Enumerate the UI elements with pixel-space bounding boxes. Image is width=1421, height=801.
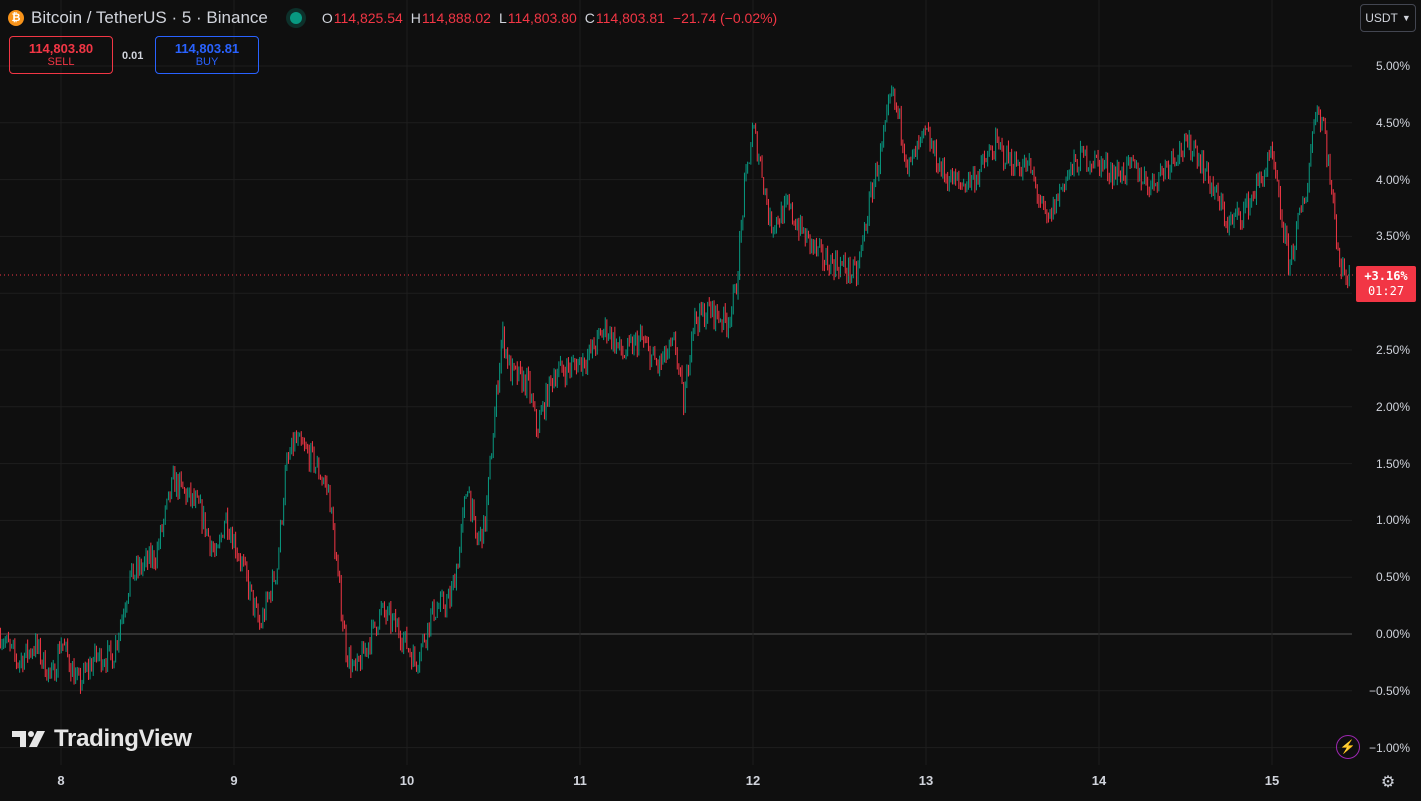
- y-tick-label: 4.50%: [1375, 115, 1410, 130]
- x-tick-label: 8: [57, 773, 65, 788]
- y-tick-label: −0.50%: [1368, 683, 1410, 698]
- bitcoin-icon: ₿: [8, 10, 24, 26]
- symbol-title[interactable]: Bitcoin / TetherUS · 5 · Binance: [31, 8, 268, 27]
- x-tick-label: 9: [230, 773, 238, 788]
- high-label: H: [410, 10, 421, 26]
- close-label: C: [584, 10, 595, 26]
- y-tick-label: 2.50%: [1375, 343, 1410, 357]
- buy-button[interactable]: 114,803.81 BUY: [155, 36, 259, 74]
- chevron-down-icon: ▼: [1401, 13, 1411, 23]
- open-label: O: [321, 10, 333, 26]
- y-tick-label: −1.00%: [1368, 740, 1410, 755]
- open-value: 114,825.54: [333, 10, 403, 26]
- y-tick-label: 0.50%: [1375, 570, 1410, 585]
- settings-icon[interactable]: ⚙: [1380, 774, 1396, 791]
- x-tick-label: 10: [399, 773, 415, 788]
- y-tick-label: 3.50%: [1375, 229, 1410, 244]
- market-status-icon: [289, 12, 302, 24]
- last-price-tag: +3.16% 01:27: [1356, 266, 1416, 303]
- currency-select[interactable]: USDT ▼: [1360, 4, 1416, 32]
- chart-header: ₿ Bitcoin / TetherUS · 5 · Binance O114,…: [8, 6, 777, 30]
- spread-value: 0.01: [122, 50, 144, 62]
- high-value: 114,888.02: [421, 10, 491, 26]
- y-tick-label: 1.50%: [1375, 456, 1410, 471]
- tradingview-logo[interactable]: TradingView: [12, 724, 192, 754]
- buy-label: BUY: [195, 56, 219, 68]
- bar-countdown: 01:27: [1367, 284, 1405, 299]
- logo-text: TradingView: [54, 725, 192, 752]
- buy-price: 114,803.81: [174, 41, 240, 56]
- x-tick-label: 13: [918, 773, 934, 788]
- change-value: −21.74 (−0.02%): [672, 10, 778, 26]
- close-value: 114,803.81: [595, 10, 665, 26]
- tradingview-logo-icon: [12, 731, 45, 747]
- sell-label: SELL: [47, 56, 75, 68]
- lightning-icon[interactable]: ⚡: [1336, 735, 1360, 759]
- x-tick-label: 11: [573, 773, 587, 788]
- y-tick-label: 4.00%: [1375, 172, 1410, 187]
- low-value: 114,803.80: [507, 10, 577, 26]
- low-label: L: [498, 10, 507, 26]
- ohlc-legend: O114,825.54 H114,888.02 L114,803.80 C114…: [322, 10, 777, 26]
- sell-button[interactable]: 114,803.80 SELL: [9, 36, 113, 74]
- currency-value: USDT: [1365, 11, 1398, 25]
- x-tick-label: 12: [745, 773, 761, 788]
- y-tick-label: 1.00%: [1375, 513, 1410, 528]
- y-tick-label: 5.00%: [1375, 59, 1410, 73]
- y-tick-label: 2.00%: [1375, 399, 1410, 414]
- last-change-percent: +3.16%: [1364, 269, 1408, 284]
- candle-series: [0, 85, 1350, 694]
- chart-grid: [0, 0, 1352, 765]
- x-tick-label: 14: [1091, 773, 1107, 788]
- sell-price: 114,803.80: [28, 41, 94, 56]
- x-tick-label: 15: [1264, 773, 1280, 788]
- y-tick-label: 0.00%: [1375, 627, 1410, 641]
